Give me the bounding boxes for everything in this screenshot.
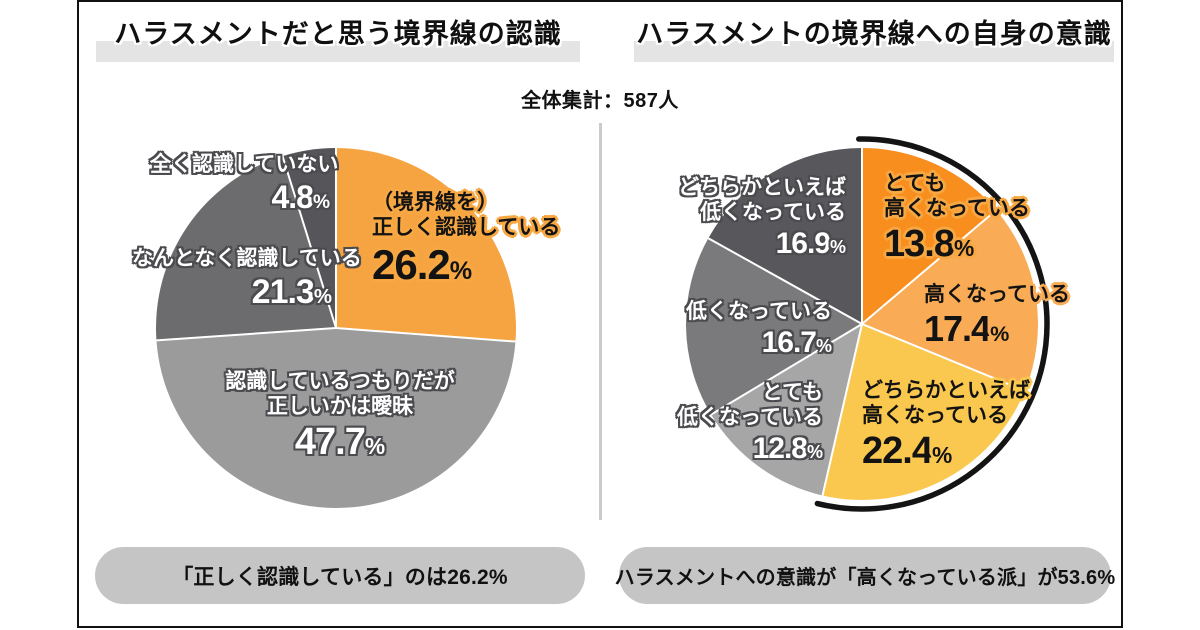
slice-separator bbox=[821, 323, 863, 496]
pie-slice bbox=[711, 324, 862, 496]
pie-slice bbox=[686, 238, 862, 415]
slice-separator bbox=[156, 327, 337, 342]
slice-separator bbox=[861, 323, 1026, 392]
slice-label-much-lower: とても 低くなっている 12.8% bbox=[677, 381, 823, 465]
slice-label-vague-recognition: 認識しているつもりだが 正しいかは曖昧 47.7% bbox=[225, 370, 455, 463]
slice-label-somewhat-higher: どちらかといえば 高くなっている 22.4% bbox=[862, 379, 1030, 472]
pie-slice bbox=[156, 328, 516, 509]
pie-slice bbox=[862, 210, 1038, 391]
left-summary-caption: 「正しく認識している」のは26.2% bbox=[95, 547, 585, 604]
title-highlight-band bbox=[634, 41, 1114, 62]
slice-label-somewhat-lower: どちらかといえば 低くなっている 16.9% bbox=[678, 176, 846, 260]
slice-separator bbox=[707, 237, 863, 325]
left-chart-title: ハラスメントだと思う境界線の認識 bbox=[114, 19, 562, 49]
left-chart-title-block: ハラスメントだと思う境界線の認識 bbox=[96, 19, 580, 62]
slice-separator bbox=[710, 323, 863, 416]
slice-separator bbox=[335, 327, 516, 343]
slice-label-somewhat-recognize: なんとなく認識している 21.3% bbox=[132, 247, 362, 311]
highlight-arc bbox=[814, 136, 1050, 512]
title-highlight-band bbox=[96, 41, 580, 62]
total-count-label: 全体集計：587人 bbox=[521, 90, 679, 112]
right-chart-title: ハラスメントの境界線への自身の意識 bbox=[636, 19, 1112, 49]
pie-slice bbox=[822, 324, 1025, 501]
vertical-divider bbox=[599, 123, 602, 520]
slice-label-higher: 高くなっている 17.4% bbox=[924, 283, 1070, 349]
slice-label-correctly-recognize: （境界線を） 正しく認識している 26.2% bbox=[372, 191, 561, 288]
pie-chart-recognition bbox=[156, 148, 516, 509]
slice-separator bbox=[861, 209, 997, 325]
slice-label-much-higher: とても 高くなっている 13.8% bbox=[884, 172, 1030, 265]
pie-slice bbox=[708, 148, 862, 324]
pie-slice bbox=[156, 156, 336, 341]
slice-label-lower: 低くなっている 16.7% bbox=[686, 300, 832, 359]
right-summary-caption: ハラスメントへの意識が「高くなっている派」が53.6% bbox=[615, 547, 1115, 604]
pie-slice bbox=[336, 148, 516, 342]
slice-label-not-recognize: 全く認識していない 4.8% bbox=[150, 153, 339, 215]
pie-slice bbox=[862, 148, 997, 324]
right-chart-title-block: ハラスメントの境界線への自身の意識 bbox=[634, 19, 1114, 62]
slice-separator bbox=[281, 155, 337, 329]
pie-chart-awareness bbox=[686, 136, 1050, 512]
